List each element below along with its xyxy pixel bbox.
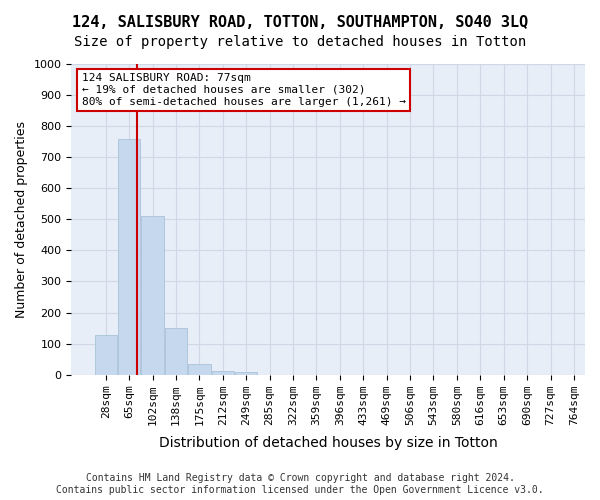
Bar xyxy=(188,364,211,374)
Text: 124, SALISBURY ROAD, TOTTON, SOUTHAMPTON, SO40 3LQ: 124, SALISBURY ROAD, TOTTON, SOUTHAMPTON… xyxy=(72,15,528,30)
Bar xyxy=(235,372,257,374)
Bar xyxy=(95,335,117,374)
Bar xyxy=(212,371,234,374)
Bar xyxy=(165,328,187,374)
Text: Size of property relative to detached houses in Totton: Size of property relative to detached ho… xyxy=(74,35,526,49)
Y-axis label: Number of detached properties: Number of detached properties xyxy=(15,121,28,318)
Text: 124 SALISBURY ROAD: 77sqm
← 19% of detached houses are smaller (302)
80% of semi: 124 SALISBURY ROAD: 77sqm ← 19% of detac… xyxy=(82,74,406,106)
Text: Contains HM Land Registry data © Crown copyright and database right 2024.
Contai: Contains HM Land Registry data © Crown c… xyxy=(56,474,544,495)
Bar xyxy=(118,138,140,374)
X-axis label: Distribution of detached houses by size in Totton: Distribution of detached houses by size … xyxy=(159,436,497,450)
Bar xyxy=(142,216,164,374)
